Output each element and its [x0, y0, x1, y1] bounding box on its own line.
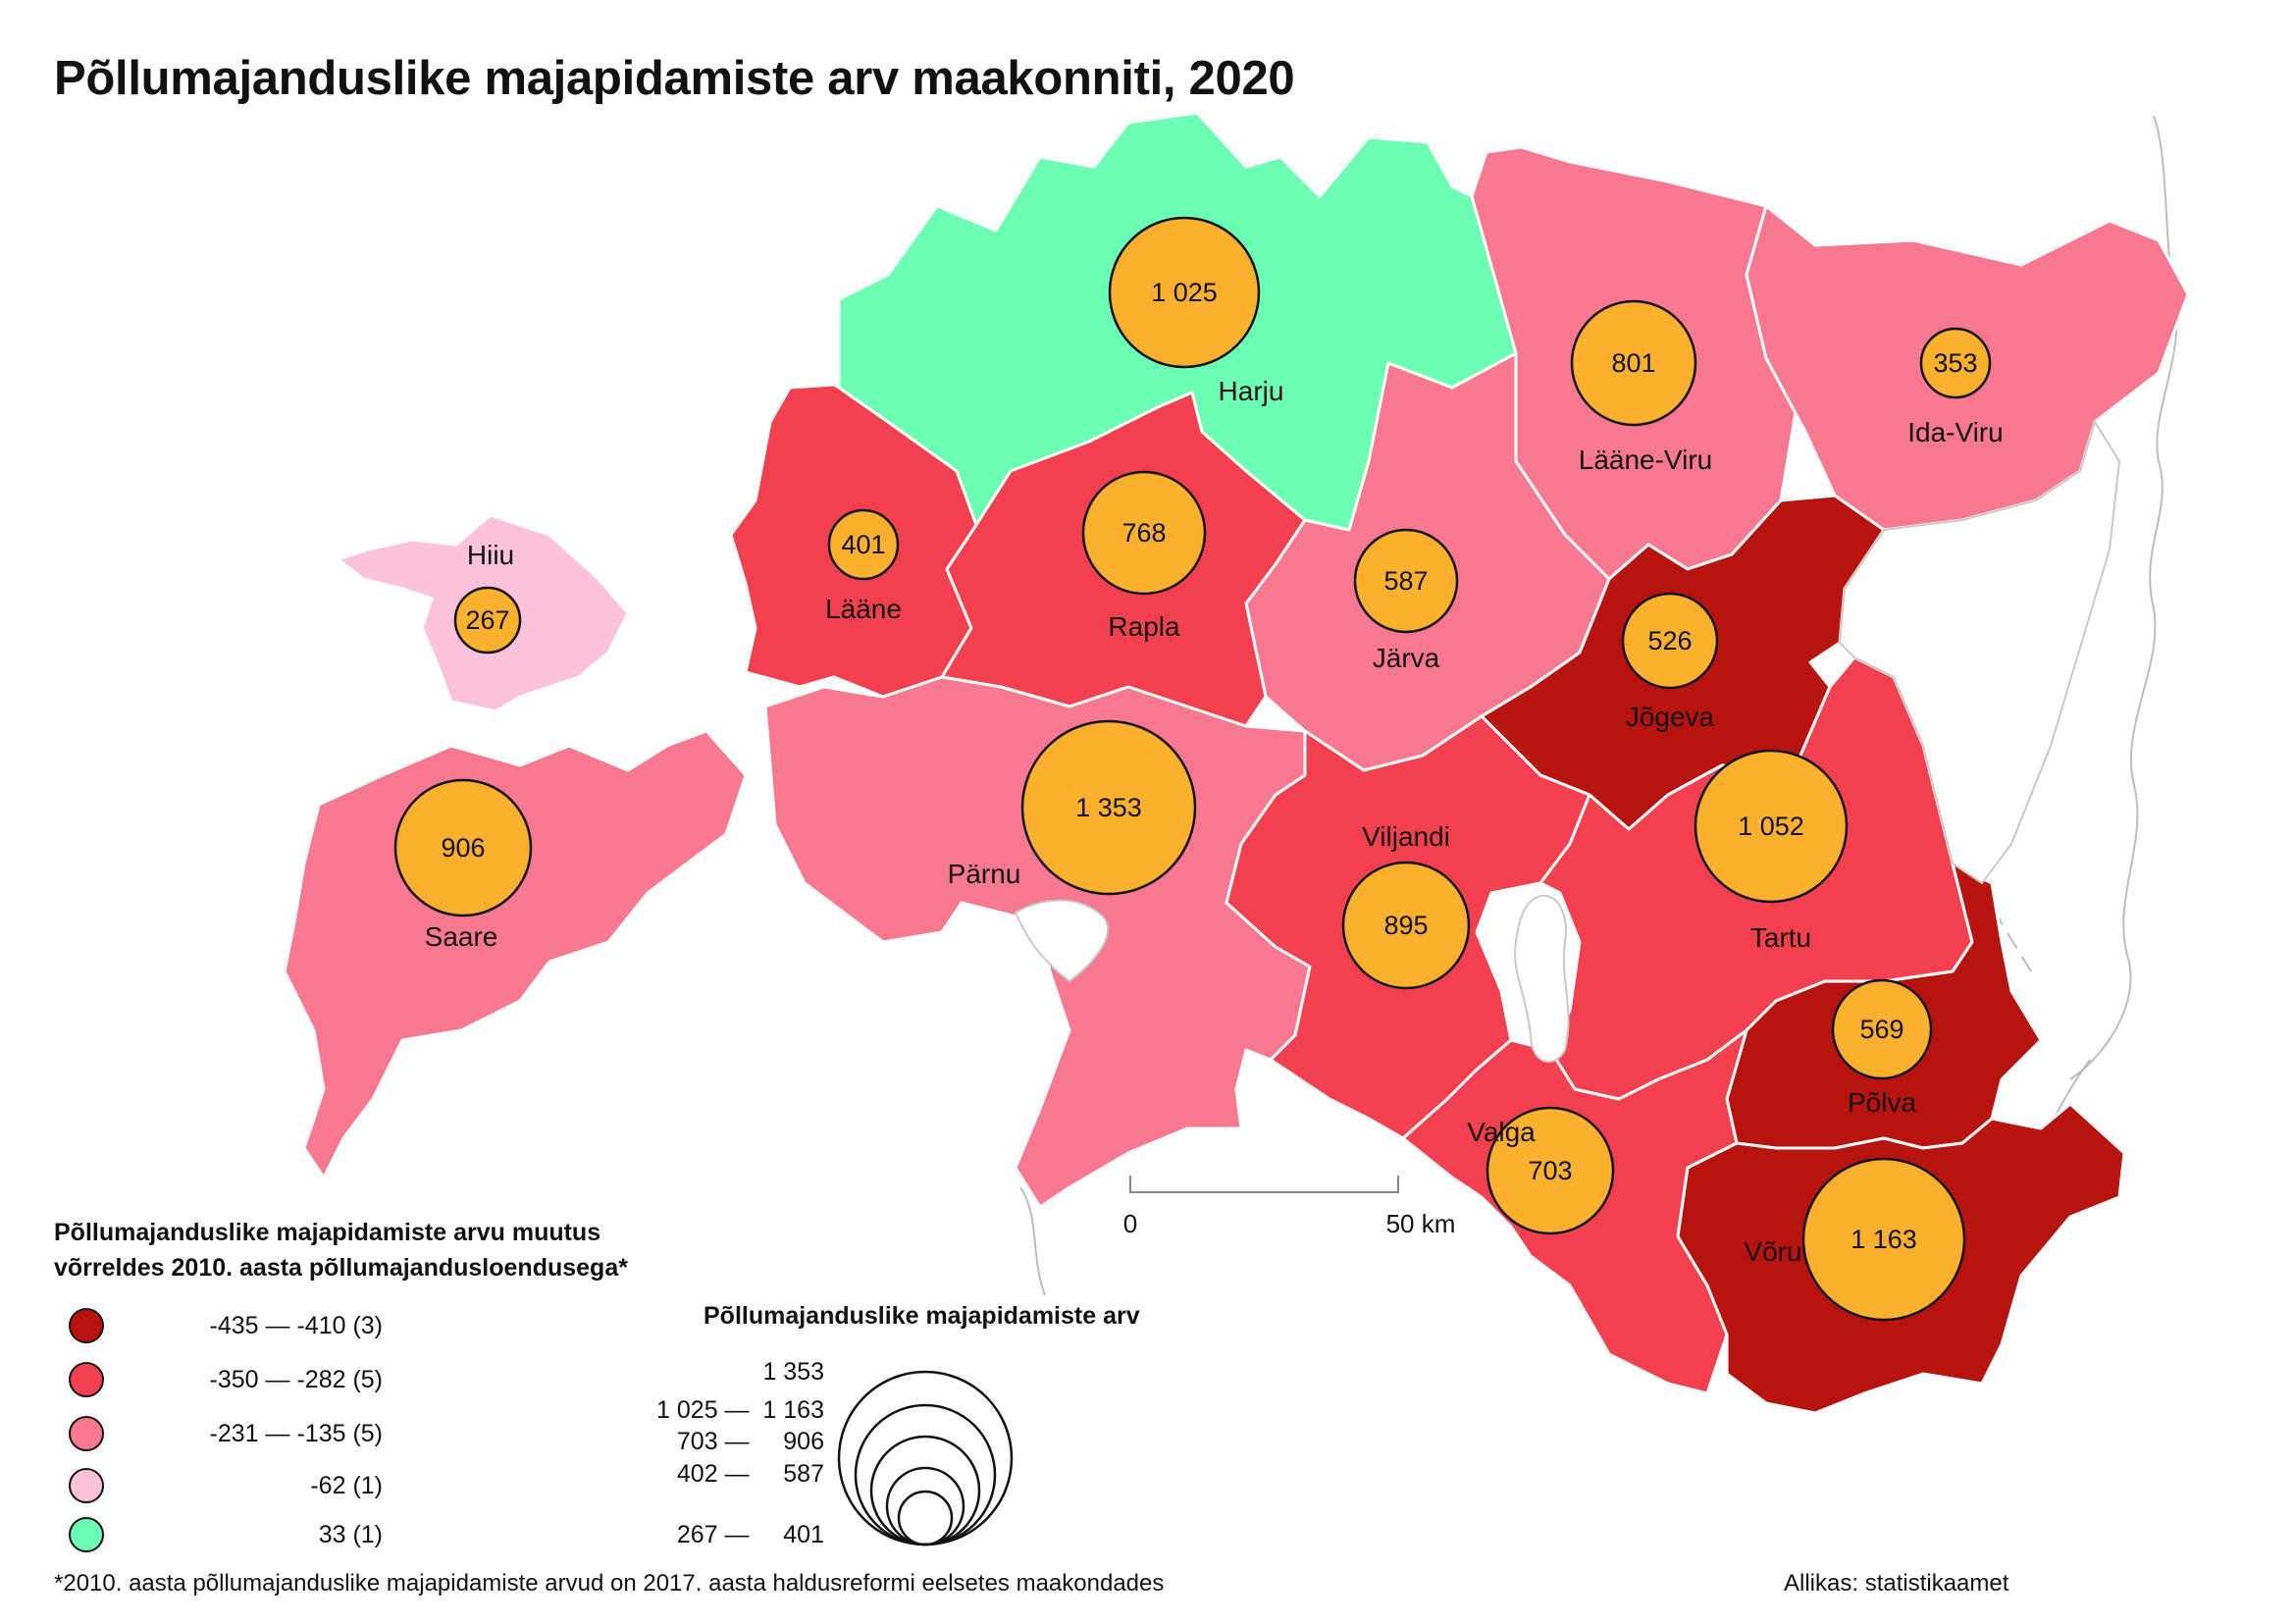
value-jogeva: 526 [1647, 626, 1692, 655]
parnu-bay [1014, 899, 1110, 983]
color-legend-item: -231 — -135 (5) [69, 1414, 383, 1453]
legend-swatch-class4 [69, 1468, 104, 1503]
source-credit: Allikas: statistikaamet [1784, 1570, 2009, 1597]
name-ida-viru: Ida-Viru [1907, 417, 2004, 447]
color-legend-title: Põllumajanduslike majapidamiste arvu muu… [54, 1215, 628, 1285]
color-legend-title-line2: võrreldes 2010. aasta põllumajandusloend… [54, 1254, 628, 1282]
name-tartu: Tartu [1750, 922, 1811, 953]
value-harju: 1 025 [1151, 278, 1218, 307]
bubble-jarva [1353, 528, 1459, 634]
lake-vortsjarv [1514, 894, 1570, 1063]
value-polva: 569 [1859, 1015, 1903, 1044]
bubble-viljandi [1341, 861, 1471, 990]
value-parnu: 1 353 [1075, 793, 1142, 822]
size-legend-circle-4 [885, 1466, 965, 1546]
name-parnu: Pärnu [948, 859, 1021, 889]
color-legend-title-line1: Põllumajanduslike majapidamiste arvu muu… [54, 1219, 601, 1246]
name-laane: Lääne [825, 594, 902, 624]
legend-label: -350 — -282 (5) [209, 1366, 383, 1393]
bubble-laane-viru [1570, 299, 1697, 427]
name-rapla: Rapla [1108, 611, 1180, 642]
bubble-hiiu [453, 586, 522, 655]
size-legend-label: 402 — 587 [676, 1460, 824, 1488]
size-legend-label: 1 353 [762, 1358, 824, 1386]
value-saare: 906 [441, 833, 485, 863]
legend-swatch-class5 [69, 1517, 104, 1552]
bubble-laane [827, 508, 900, 581]
county-saare [283, 729, 748, 1179]
value-voru: 1 163 [1851, 1225, 1917, 1254]
footnote: *2010. aasta põllumajanduslike majapidam… [54, 1570, 1165, 1597]
bubble-voru [1801, 1157, 1966, 1322]
name-voru: Võru [1744, 1236, 1801, 1267]
value-jarva: 587 [1383, 566, 1428, 596]
bubble-jogeva [1621, 592, 1719, 690]
size-legend-circle-1 [837, 1370, 1014, 1546]
bubble-saare [393, 778, 533, 917]
legend-swatch-class1 [69, 1308, 104, 1343]
value-hiiu: 267 [465, 605, 509, 635]
name-viljandi: Viljandi [1362, 821, 1450, 852]
size-legend-label: 703 — 906 [676, 1428, 824, 1455]
legend-label: -231 — -135 (5) [209, 1420, 383, 1447]
bubble-ida-viru [1919, 327, 1992, 399]
color-legend-item: -350 — -282 (5) [69, 1360, 383, 1399]
size-legend-circle-5 [897, 1490, 954, 1546]
size-legend-circle-2 [854, 1403, 997, 1546]
legend-label: -62 (1) [310, 1472, 383, 1499]
name-valga: Valga [1467, 1117, 1536, 1147]
bubble-tartu [1694, 749, 1849, 904]
scale-bar-end: 50 km [1386, 1209, 1456, 1238]
value-rapla: 768 [1121, 518, 1166, 548]
legend-swatch-class3 [69, 1416, 104, 1451]
size-legend-label: 1 025 — 1 163 [656, 1396, 824, 1424]
name-hiiu: Hiiu [467, 540, 514, 570]
legend-label: 33 (1) [318, 1521, 383, 1548]
scale-bar [1129, 1176, 1399, 1193]
lake-peipus [1838, 419, 2121, 885]
value-laane: 401 [841, 530, 885, 559]
value-valga: 703 [1528, 1156, 1572, 1185]
value-laane-viru: 801 [1611, 348, 1655, 378]
legend-label: -435 — -410 (3) [209, 1312, 383, 1339]
bubble-parnu [1020, 719, 1197, 896]
legend-swatch-class2 [69, 1362, 104, 1397]
name-harju: Harju [1219, 376, 1284, 406]
size-legend-label: 267 — 401 [676, 1521, 824, 1548]
color-legend-item: -62 (1) [69, 1466, 383, 1505]
name-polva: Põlva [1848, 1087, 1916, 1118]
bubble-harju [1108, 216, 1261, 369]
map-title: Põllumajanduslike majapidamiste arv maak… [54, 52, 1295, 105]
bubble-valga [1486, 1106, 1615, 1235]
value-ida-viru: 353 [1933, 348, 1977, 378]
name-laane-viru: Lääne-Viru [1579, 445, 1712, 475]
bubble-rapla [1081, 470, 1207, 596]
value-tartu: 1 052 [1738, 812, 1804, 841]
name-jogeva: Jõgeva [1626, 702, 1715, 732]
name-saare: Saare [425, 921, 498, 952]
color-legend-item: -435 — -410 (3) [69, 1306, 383, 1345]
color-legend-item: 33 (1) [69, 1515, 383, 1554]
name-jarva: Järva [1373, 643, 1440, 673]
bubble-polva [1831, 978, 1933, 1080]
scale-bar-start: 0 [1123, 1209, 1137, 1238]
value-viljandi: 895 [1383, 911, 1428, 940]
size-legend-title: Põllumajanduslike majapidamiste arv [704, 1302, 1140, 1330]
